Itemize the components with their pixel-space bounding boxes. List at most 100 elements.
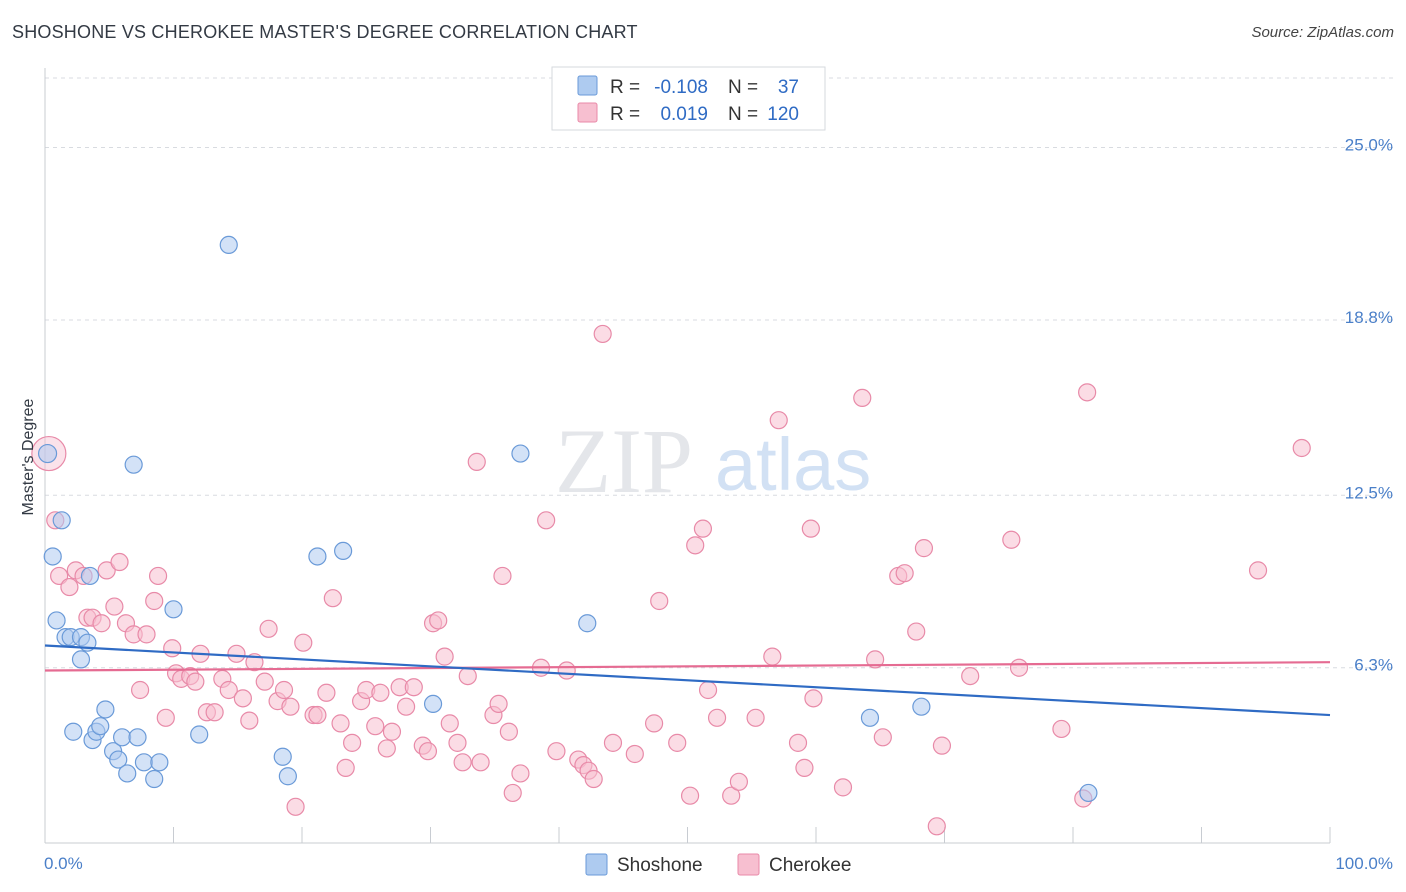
cherokee-point-41: [308, 705, 327, 725]
shoshone-point-16: [109, 750, 128, 769]
chart-title: SHOSHONE VS CHEROKEE MASTER'S DEGREE COR…: [12, 22, 638, 42]
cherokee-point-91: [707, 708, 727, 727]
cherokee-point-87: [680, 786, 700, 805]
cherokee-point-37: [281, 697, 300, 716]
cherokee-point-107: [907, 622, 926, 641]
cherokee-point-39: [294, 633, 313, 652]
x-tick-label-1: 100.0%: [1335, 854, 1393, 873]
shoshone-point-22: [145, 769, 164, 789]
shoshone-point-18: [118, 764, 137, 783]
grid-lines: [45, 77, 1393, 669]
cherokee-point-90: [698, 680, 718, 700]
cherokee-point-114: [1052, 719, 1071, 739]
cherokee-point-29: [227, 644, 246, 663]
cherokee-point-83: [625, 744, 644, 764]
cherokee-point-70: [499, 722, 518, 741]
bottom-legend-swatch-shoshone: [585, 853, 608, 876]
cherokee-trend-line: [44, 661, 1331, 672]
cherokee-point-31: [240, 711, 259, 730]
cherokee-point-15: [137, 625, 156, 644]
shoshone-point-1: [43, 547, 62, 566]
cherokee-point-16: [145, 591, 164, 611]
legend-swatch-shoshone: [577, 75, 598, 96]
shoshone-trend-line: [44, 644, 1331, 717]
cherokee-point-75: [547, 742, 566, 761]
cherokee-point-99: [801, 519, 820, 538]
shoshone-point-0: [37, 443, 58, 464]
y-tick-label-2: 18.8%: [1345, 308, 1393, 327]
y-tick-label-3: 25.0%: [1345, 136, 1393, 155]
cherokee-point-118: [1292, 438, 1311, 458]
shoshone-point-31: [423, 694, 443, 714]
cherokee-point-38: [286, 797, 305, 816]
shoshone-point-30: [334, 541, 353, 561]
shoshone-point-26: [219, 235, 238, 255]
cherokee-point-3: [60, 577, 79, 597]
shoshone-point-28: [278, 767, 297, 786]
cherokee-point-108: [914, 539, 934, 558]
shoshone-point-33: [578, 614, 597, 633]
legend-r-label-shoshone: R =: [610, 77, 640, 98]
shoshone-point-2: [47, 611, 66, 630]
shoshone-point-32: [511, 444, 530, 463]
cherokee-point-18: [156, 708, 175, 727]
cherokee-point-45: [336, 758, 355, 777]
legend-n-value-shoshone: 37: [778, 77, 799, 98]
cherokee-point-63: [453, 753, 472, 772]
legend-r-value-cherokee: 0.019: [660, 104, 708, 125]
cherokee-point-81: [593, 324, 612, 344]
shoshone-point-36: [1079, 783, 1098, 803]
shoshone-point-20: [128, 728, 147, 747]
cherokee-point-85: [650, 591, 669, 611]
cherokee-point-86: [668, 733, 687, 752]
shoshone-point-17: [112, 728, 132, 747]
cherokee-point-34: [259, 619, 278, 638]
cherokee-point-10: [105, 597, 124, 616]
cherokee-point-82: [603, 733, 623, 752]
cherokee-point-92: [722, 786, 741, 805]
watermark-zip: ZIP: [555, 410, 693, 512]
shoshone-point-8: [71, 650, 91, 669]
legend-n-label-cherokee: N =: [728, 104, 758, 125]
shoshone-point-25: [190, 725, 209, 744]
cherokee-point-113: [1009, 658, 1029, 677]
cherokee-point-97: [788, 733, 808, 752]
cherokee-point-44: [331, 714, 350, 733]
cherokee-point-76: [557, 661, 576, 680]
cherokee-point-8: [92, 614, 111, 633]
cherokee-point-60: [435, 647, 454, 666]
cherokee-point-46: [343, 733, 362, 752]
cherokee-point-65: [467, 452, 486, 471]
legend-r-label-cherokee: R =: [610, 104, 640, 125]
legend-n-label-shoshone: N =: [728, 77, 758, 98]
cherokee-point-69: [493, 566, 512, 586]
y-tick-label-0: 6.3%: [1354, 656, 1393, 675]
bottom-legend-label-shoshone: Shoshone: [617, 855, 703, 876]
cherokee-point-98: [795, 758, 814, 777]
cherokee-point-109: [927, 817, 946, 836]
shoshone-point-23: [150, 753, 169, 772]
cherokee-point-117: [1248, 561, 1268, 580]
cherokee-point-93: [729, 772, 749, 791]
shoshone-point-24: [164, 600, 183, 619]
cherokee-point-89: [693, 519, 713, 538]
cherokee-point-111: [961, 666, 980, 686]
cherokee-point-33: [255, 672, 274, 691]
cherokee-point-103: [866, 650, 885, 669]
shoshone-points: [37, 235, 1098, 803]
cherokee-point-26: [205, 703, 224, 722]
bottom-legend-label-cherokee: Cherokee: [769, 855, 851, 876]
cherokee-point-110: [932, 736, 952, 755]
cherokee-point-28: [219, 680, 238, 700]
cherokee-point-84: [644, 714, 664, 733]
cherokee-point-116: [1078, 383, 1097, 402]
legend-swatch-cherokee: [577, 102, 598, 123]
cherokee-point-30: [233, 689, 252, 708]
shoshone-point-6: [64, 722, 83, 741]
cherokee-point-74: [537, 511, 556, 530]
shoshone-point-19: [124, 455, 143, 474]
cherokee-point-101: [833, 778, 853, 797]
shoshone-point-3: [52, 511, 71, 530]
cherokee-point-23: [186, 672, 205, 691]
